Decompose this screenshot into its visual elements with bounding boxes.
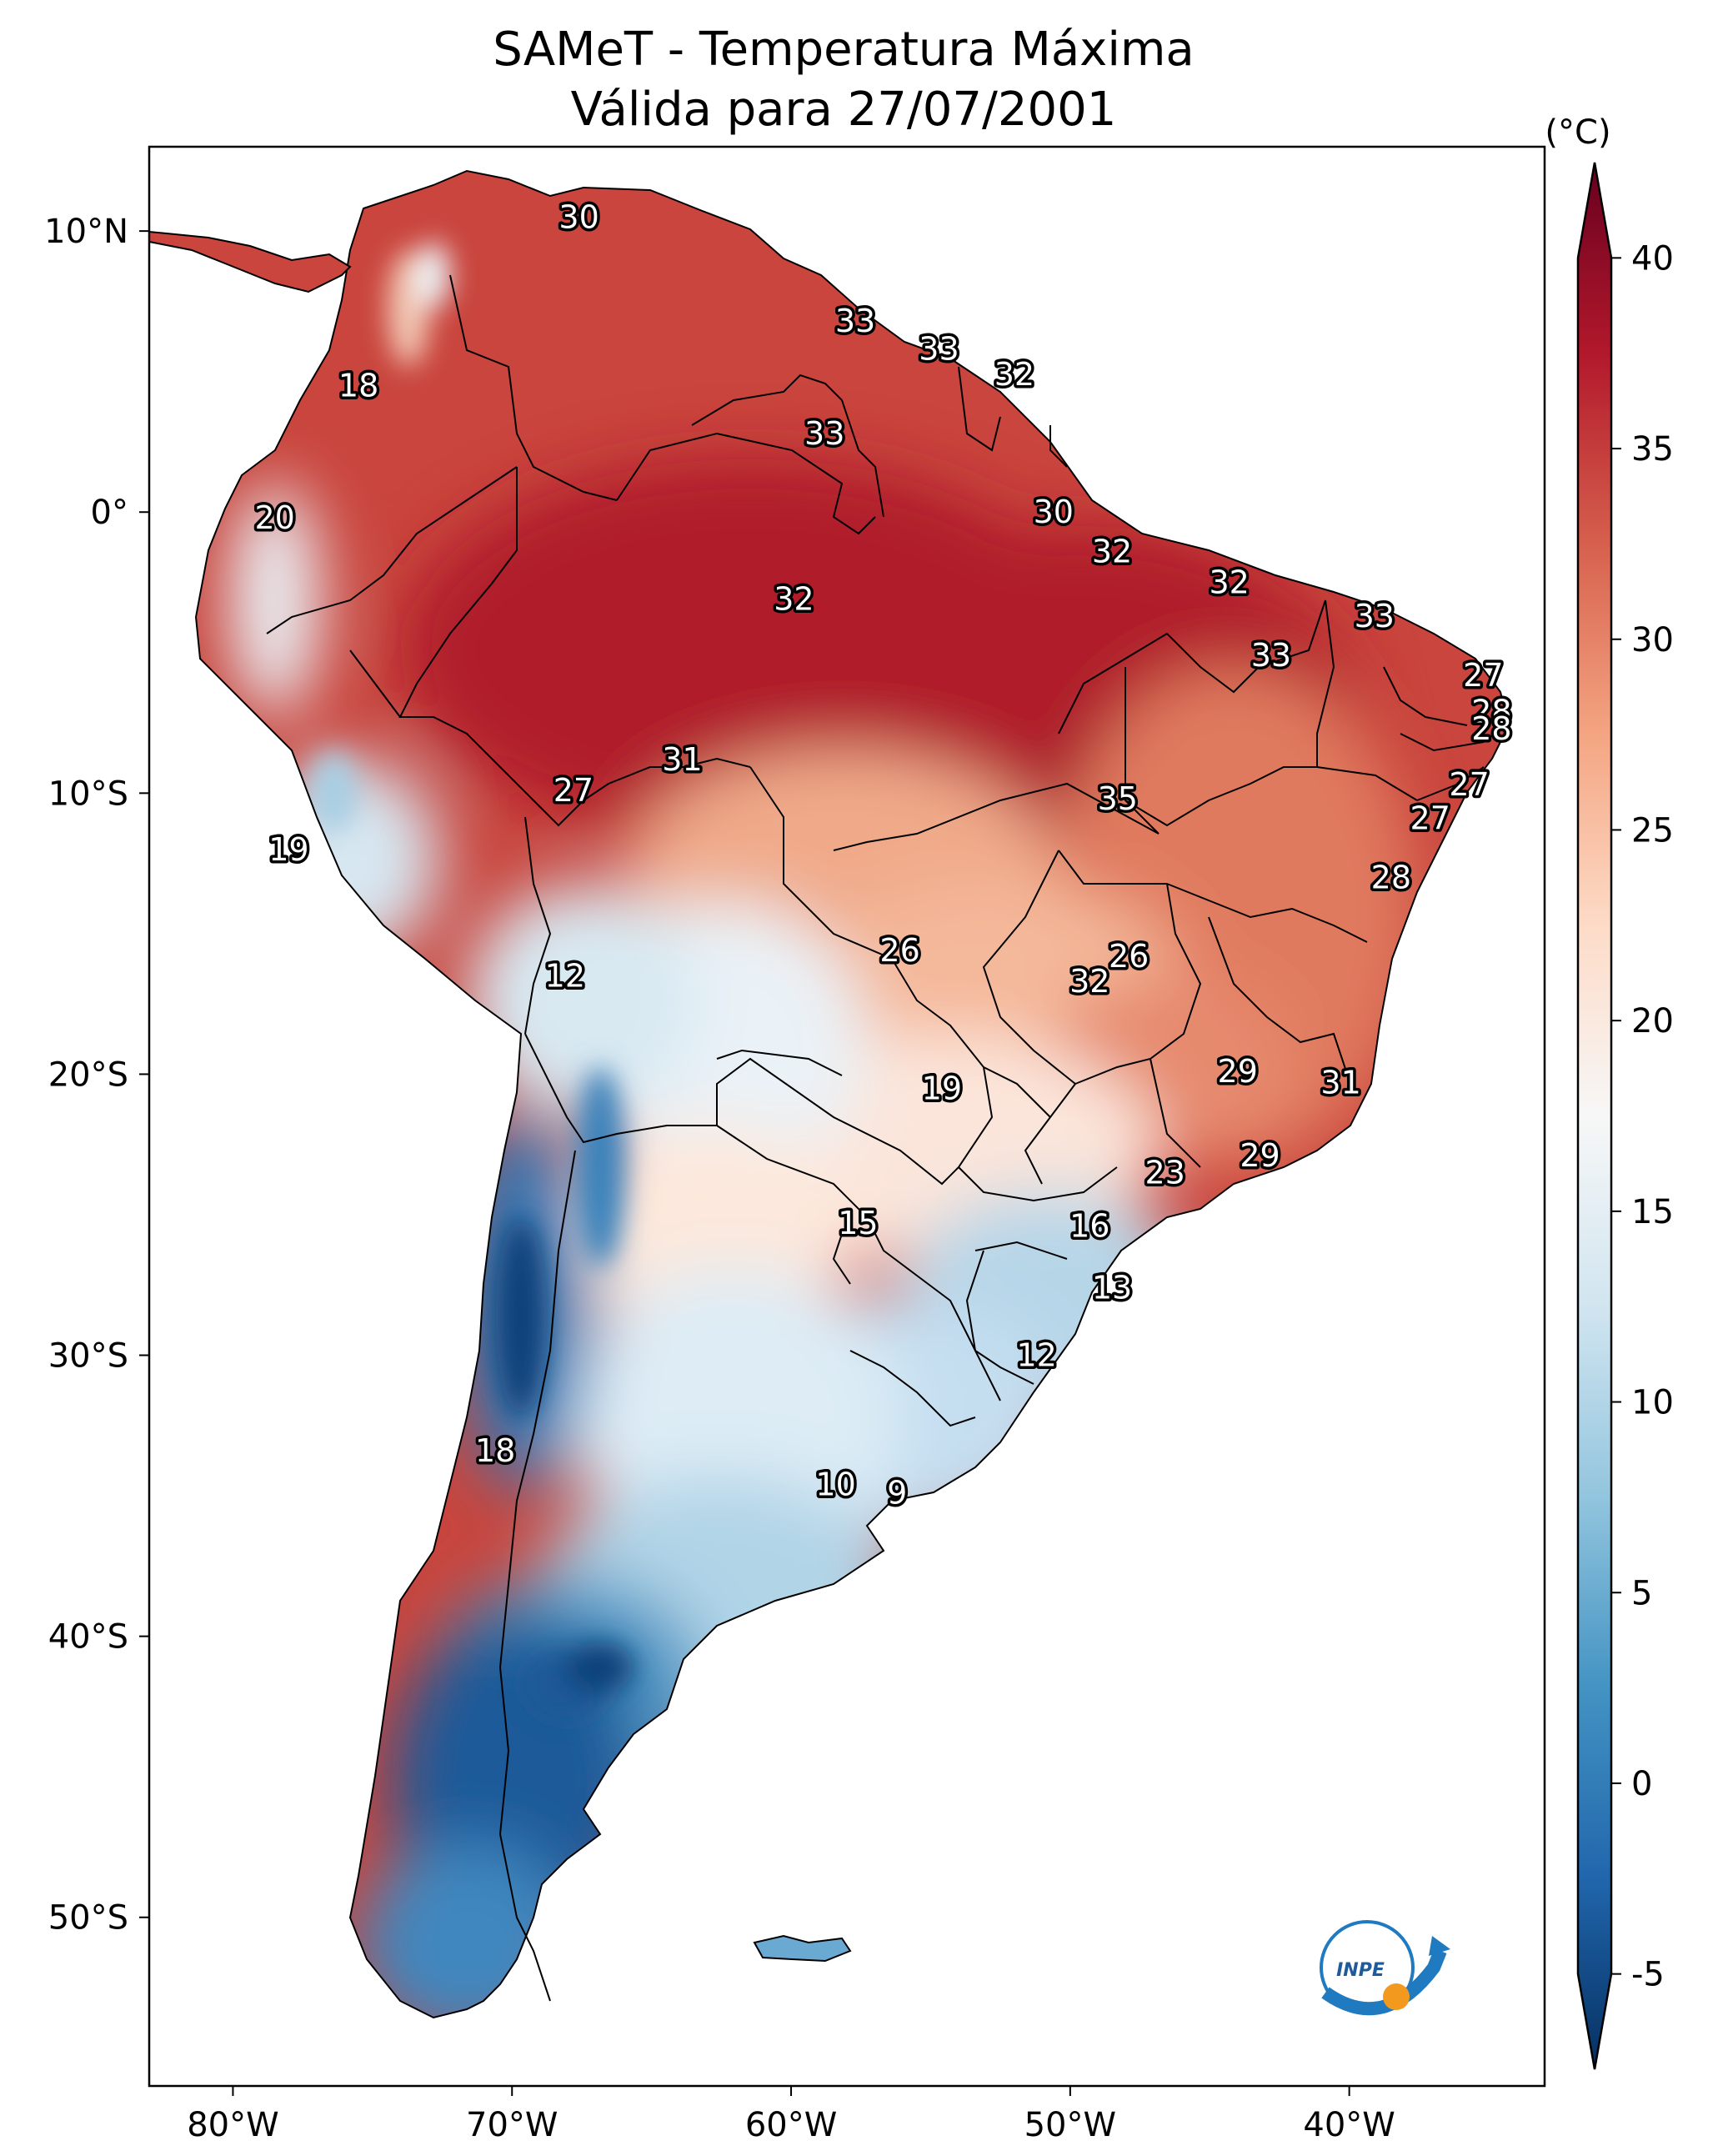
temperature-label: 10 xyxy=(815,1467,855,1503)
temperature-label: 29 xyxy=(1240,1137,1280,1174)
temperature-label: 27 xyxy=(1449,766,1489,803)
colorbar-tick-label: 15 xyxy=(1631,1193,1674,1231)
lon-ticks: 80°W 70°W 60°W 50°W 40°W xyxy=(187,2086,1395,2144)
lat-tick-label: 20°S xyxy=(48,1055,128,1094)
temperature-label: 15 xyxy=(838,1205,878,1241)
temperature-label: 28 xyxy=(1371,859,1411,895)
temperature-label: 16 xyxy=(1069,1207,1109,1244)
temperature-label: 12 xyxy=(545,957,585,994)
colorbar-tick-label: 25 xyxy=(1631,811,1674,850)
lon-tick-label: 70°W xyxy=(466,2106,558,2144)
country-borders xyxy=(266,274,1485,2002)
andes-detail xyxy=(308,242,634,1717)
temperature-label: 33 xyxy=(1251,637,1291,674)
central-america xyxy=(149,230,352,293)
temperature-label: 32 xyxy=(1209,564,1249,601)
colorbar-tick-label: 0 xyxy=(1631,1765,1652,1803)
colorbar-ticks: 40 35 30 25 20 15 10 5 0 -5 xyxy=(1611,239,1674,1994)
inpe-logo: INPE xyxy=(1320,1920,1450,2016)
colorbar-tick-label: 10 xyxy=(1631,1384,1674,1422)
falkland-islands xyxy=(753,1934,852,1963)
colorbar-body xyxy=(1576,162,1613,2070)
temperature-label: 26 xyxy=(1109,938,1149,975)
logo-text: INPE xyxy=(1336,1960,1385,1981)
colorbar-tick-label: 5 xyxy=(1631,1574,1652,1612)
colorbar-tick-label: 40 xyxy=(1631,239,1674,278)
temperature-label: 26 xyxy=(879,932,919,969)
temperature-label: 18 xyxy=(475,1432,515,1469)
lon-tick-label: 50°W xyxy=(1024,2106,1116,2144)
temperature-label: 30 xyxy=(1034,494,1074,530)
temperature-label: 27 xyxy=(1410,800,1450,837)
colorbar-tick-label: -5 xyxy=(1631,1956,1665,1994)
temperature-label: 35 xyxy=(1098,780,1138,817)
temperature-label: 33 xyxy=(804,415,844,452)
lat-tick-label: 50°S xyxy=(48,1899,128,1938)
temperature-label: 13 xyxy=(1092,1270,1132,1306)
temperature-label: 33 xyxy=(1355,598,1395,634)
temperature-label: 28 xyxy=(1471,694,1511,730)
lat-tick-label: 30°S xyxy=(48,1337,128,1376)
colorbar-unit: (°C) xyxy=(1545,113,1610,152)
temperature-label: 23 xyxy=(1144,1154,1185,1191)
title-line-2: Válida para 27/07/2001 xyxy=(571,83,1117,137)
lon-tick-label: 80°W xyxy=(187,2106,278,2144)
lon-tick-label: 60°W xyxy=(745,2106,837,2144)
temperature-label: 32 xyxy=(994,356,1034,393)
lat-tick-label: 0° xyxy=(91,494,128,532)
temperature-label: 29 xyxy=(1218,1053,1258,1090)
colorbar-tick-label: 35 xyxy=(1631,430,1674,469)
lat-ticks: 10°N 0° 10°S 20°S 30°S 40°S 50°S xyxy=(44,213,149,1938)
temperature-label: 9 xyxy=(887,1475,907,1512)
lat-tick-label: 10°S xyxy=(48,775,128,813)
temperature-label: 27 xyxy=(553,772,594,809)
temperature-label: 31 xyxy=(662,741,702,778)
colorbar-tick-label: 30 xyxy=(1631,621,1674,659)
temperature-label: 32 xyxy=(1069,963,1109,1000)
temperature-label: 33 xyxy=(919,331,959,368)
temperature-label: 27 xyxy=(1463,657,1503,694)
colorbar-tick-label: 20 xyxy=(1631,1002,1674,1040)
coastline xyxy=(194,169,1510,2019)
temperature-label: 32 xyxy=(1092,533,1132,569)
map-frame xyxy=(148,145,1546,2088)
temperature-label: 33 xyxy=(835,303,875,339)
temperature-label: 28 xyxy=(1471,710,1511,747)
temperature-label: 20 xyxy=(254,499,294,536)
lat-tick-label: 10°N xyxy=(44,213,128,251)
temperature-label: 19 xyxy=(268,831,308,868)
colorbar: 40 35 30 25 20 15 10 5 0 -5 (°C) xyxy=(1545,113,1674,2070)
lon-tick-label: 40°W xyxy=(1303,2106,1395,2144)
temperature-label: 32 xyxy=(774,581,814,618)
temperature-label: 19 xyxy=(922,1070,962,1106)
temperature-label: 30 xyxy=(558,198,599,235)
title-line-1: SAMeT - Temperatura Máxima xyxy=(493,23,1195,77)
temperature-label: 18 xyxy=(338,368,378,404)
temperature-label: 31 xyxy=(1320,1065,1360,1101)
lat-tick-label: 40°S xyxy=(48,1618,128,1657)
temperature-label: 12 xyxy=(1016,1337,1056,1374)
